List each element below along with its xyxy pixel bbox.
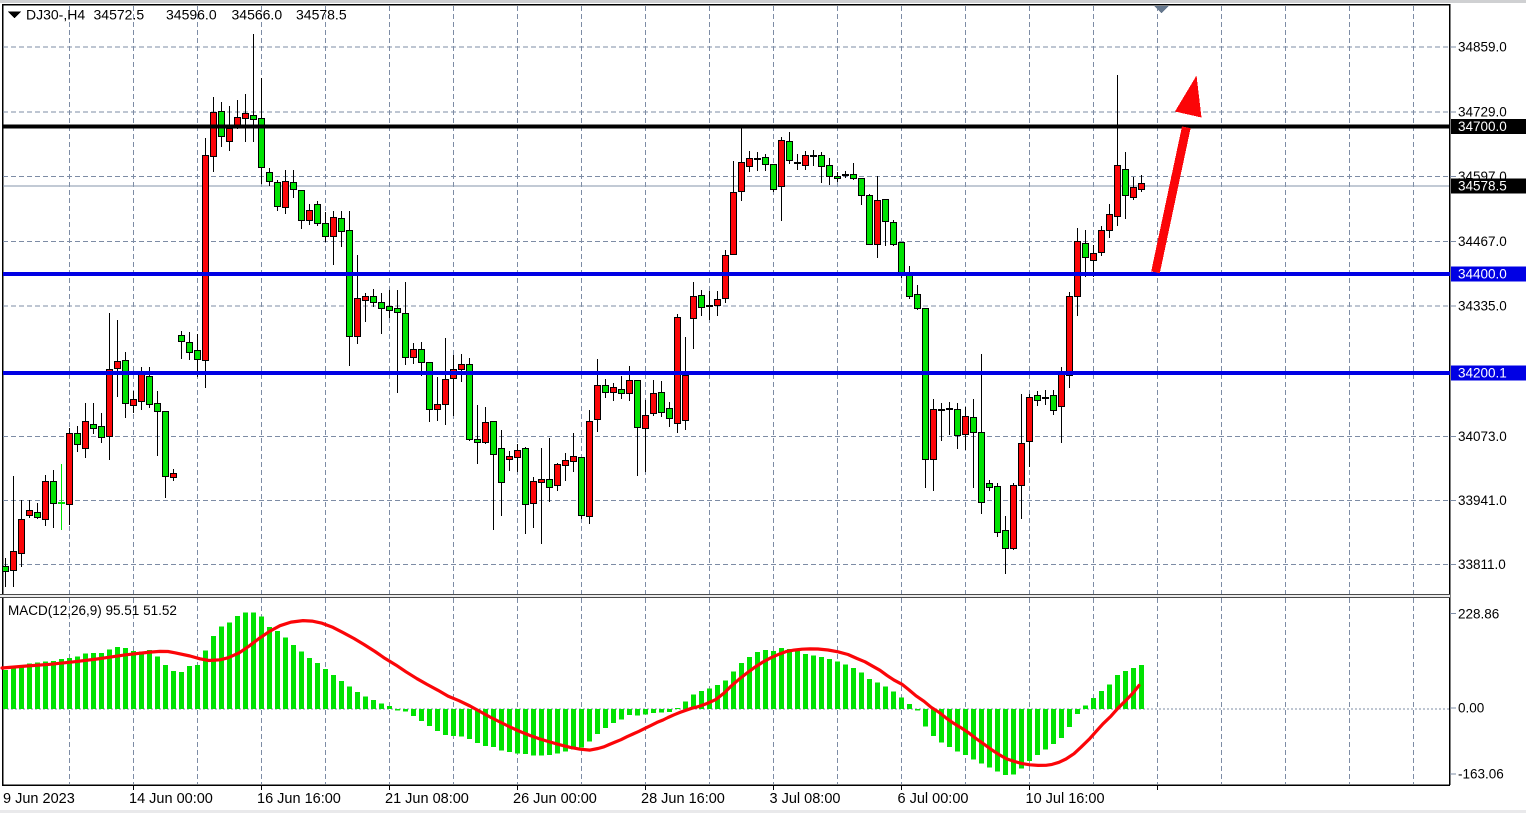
svg-text:3 Jul 08:00: 3 Jul 08:00	[770, 791, 841, 807]
svg-text:34859.0: 34859.0	[1458, 40, 1507, 55]
svg-text:-163.06: -163.06	[1458, 767, 1504, 782]
svg-text:6 Jul 00:00: 6 Jul 00:00	[898, 791, 969, 807]
svg-text:9 Jun 2023: 9 Jun 2023	[3, 791, 75, 807]
svg-text:34700.0: 34700.0	[1458, 119, 1507, 134]
svg-text:33811.0: 33811.0	[1458, 557, 1506, 572]
svg-text:28 Jun 16:00: 28 Jun 16:00	[641, 791, 725, 807]
svg-text:33941.0: 33941.0	[1458, 493, 1507, 508]
svg-text:14 Jun 00:00: 14 Jun 00:00	[129, 791, 213, 807]
svg-text:34467.0: 34467.0	[1458, 234, 1507, 249]
svg-text:21 Jun 08:00: 21 Jun 08:00	[385, 791, 469, 807]
svg-text:34578.5: 34578.5	[1458, 179, 1507, 194]
svg-text:34200.1: 34200.1	[1458, 366, 1507, 381]
svg-text:34073.0: 34073.0	[1458, 429, 1507, 444]
svg-text:26 Jun 00:00: 26 Jun 00:00	[513, 791, 597, 807]
svg-text:10 Jul 16:00: 10 Jul 16:00	[1026, 791, 1105, 807]
svg-text:34335.0: 34335.0	[1458, 299, 1507, 314]
svg-text:16 Jun 16:00: 16 Jun 16:00	[257, 791, 341, 807]
svg-text:34400.0: 34400.0	[1458, 267, 1507, 282]
svg-text:MACD(12,26,9) 95.51 51.52: MACD(12,26,9) 95.51 51.52	[8, 603, 177, 618]
svg-text:0.00: 0.00	[1458, 701, 1484, 716]
svg-text:34729.0: 34729.0	[1458, 105, 1507, 120]
svg-text:228.86: 228.86	[1458, 607, 1499, 622]
